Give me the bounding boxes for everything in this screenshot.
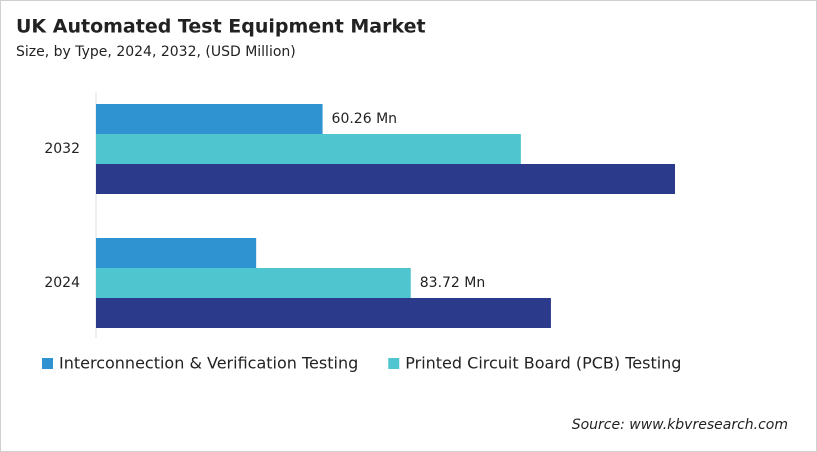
legend-swatch <box>42 358 53 369</box>
bar <box>96 298 551 328</box>
legend-swatch <box>388 358 400 369</box>
bar <box>96 104 323 134</box>
chart-title: UK Automated Test Equipment Market <box>16 16 426 38</box>
y-tick-label: 2032 <box>44 141 80 157</box>
value-label: 60.26 Mn <box>332 111 397 127</box>
value-label: 83.72 Mn <box>420 275 485 291</box>
legend-label: Interconnection & Verification Testing <box>59 354 358 373</box>
bar <box>96 268 411 298</box>
bar <box>96 238 257 268</box>
bar <box>96 164 675 194</box>
chart-subtitle: Size, by Type, 2024, 2032, (USD Million) <box>16 44 296 60</box>
source: Source: www.kbvresearch.com <box>572 417 788 433</box>
y-tick-label: 2024 <box>44 275 80 291</box>
bar <box>96 134 521 164</box>
legend-label: Printed Circuit Board (PCB) Testing <box>405 354 681 373</box>
